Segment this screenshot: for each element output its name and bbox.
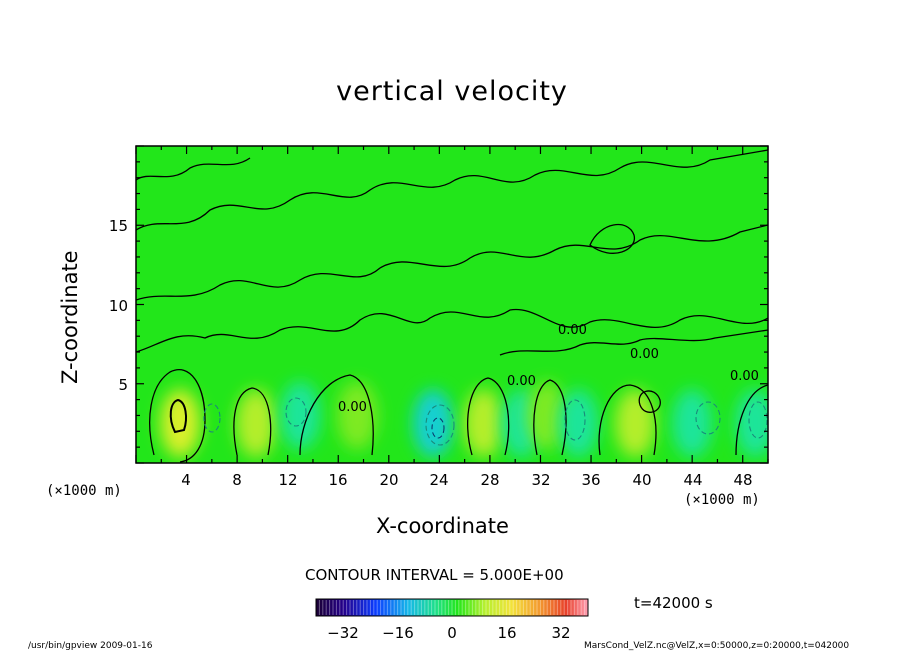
colorbar-tick-label: 0 xyxy=(447,624,457,642)
contour-label: 0.00 xyxy=(630,347,659,362)
x-tick-label: 16 xyxy=(328,471,347,489)
velocity-cell xyxy=(280,381,321,450)
footer-right: MarsCond_VelZ.nc@VelZ,x=0:50000,z=0:2000… xyxy=(584,641,850,651)
x-tick-label: 20 xyxy=(379,471,398,489)
x-tick-label: 28 xyxy=(480,471,499,489)
contour-label: 0.00 xyxy=(338,400,367,415)
velocity-cell xyxy=(672,389,713,458)
x-units-left: (×1000 m) xyxy=(46,483,122,499)
footer-left: /usr/bin/gpview 2009-01-16 xyxy=(28,641,153,651)
contour-label: 0.00 xyxy=(730,369,759,384)
x-tick-label: 44 xyxy=(683,471,702,489)
x-tick-label: 36 xyxy=(581,471,600,489)
time-label: t=42000 s xyxy=(634,594,713,612)
velocity-cell xyxy=(558,389,599,458)
contour-label: 0.00 xyxy=(558,323,587,338)
colorbar-tick-label: 32 xyxy=(551,624,570,642)
axis-ticks xyxy=(135,145,769,464)
colorbar-tick-label: −32 xyxy=(327,624,359,642)
y-tick-label: 5 xyxy=(118,376,128,394)
contour-lines xyxy=(136,149,768,463)
contour-line xyxy=(638,390,661,413)
velocity-cell xyxy=(463,389,504,458)
y-tick-label: 10 xyxy=(109,297,128,315)
contour-line xyxy=(589,223,635,254)
contour-line xyxy=(233,387,272,456)
contour-line xyxy=(136,149,768,231)
x-tick-label: 4 xyxy=(181,471,191,489)
x-tick-label: 12 xyxy=(278,471,297,489)
x-axis-title: X-coordinate xyxy=(376,514,509,538)
contour-line xyxy=(499,329,768,356)
negative-contour xyxy=(203,403,221,433)
velocity-cell xyxy=(735,389,768,458)
contour-line xyxy=(299,374,374,456)
velocity-cell xyxy=(236,389,277,458)
x-tick-label: 32 xyxy=(531,471,550,489)
x-units-right: (×1000 m) xyxy=(684,492,760,508)
negative-contour xyxy=(425,404,455,446)
contour-line xyxy=(136,224,768,301)
negative-contour xyxy=(285,397,307,427)
contour-interval-label: CONTOUR INTERVAL = 5.000E+00 xyxy=(305,566,564,584)
contour-line xyxy=(136,157,251,181)
velocity-cell xyxy=(337,381,378,450)
colorbar-bands xyxy=(318,600,586,615)
x-tick-label: 40 xyxy=(632,471,651,489)
negative-contours xyxy=(203,397,768,446)
x-tick-label: 24 xyxy=(429,471,448,489)
contour-line xyxy=(169,398,187,434)
contour-line xyxy=(598,384,657,456)
negative-contour xyxy=(564,399,586,441)
y-axis-title: Z-coordinate xyxy=(58,250,82,384)
x-tick-label: 8 xyxy=(232,471,242,489)
chart-title: vertical velocity xyxy=(336,76,568,107)
colorbar-tick-labels: −32 −16 0 16 32 xyxy=(327,624,570,642)
x-tick-labels: 4 8 12 16 20 24 28 32 36 40 44 48 xyxy=(181,471,752,489)
x-tick-label: 48 xyxy=(733,471,752,489)
colorbar xyxy=(315,598,589,617)
contour-line xyxy=(466,377,510,456)
negative-contour xyxy=(748,401,768,439)
velocity-cell xyxy=(615,389,656,458)
contour-line xyxy=(735,384,768,456)
contour-line xyxy=(149,369,206,463)
contour-label: 0.00 xyxy=(507,374,536,389)
contour-labels: 0.00 0.00 0.00 0.00 0.00 xyxy=(338,323,759,415)
colorbar-tick-label: −16 xyxy=(382,624,414,642)
velocity-cells xyxy=(160,381,768,458)
negative-contour xyxy=(431,417,445,439)
contour-line xyxy=(533,379,567,456)
velocity-cell xyxy=(413,389,454,458)
negative-contour xyxy=(695,401,721,435)
y-tick-labels: 5 10 15 xyxy=(109,217,128,394)
velocity-cell xyxy=(160,389,201,458)
contour-line xyxy=(136,308,768,353)
y-tick-label: 15 xyxy=(109,217,128,235)
colorbar-tick-label: 16 xyxy=(497,624,516,642)
